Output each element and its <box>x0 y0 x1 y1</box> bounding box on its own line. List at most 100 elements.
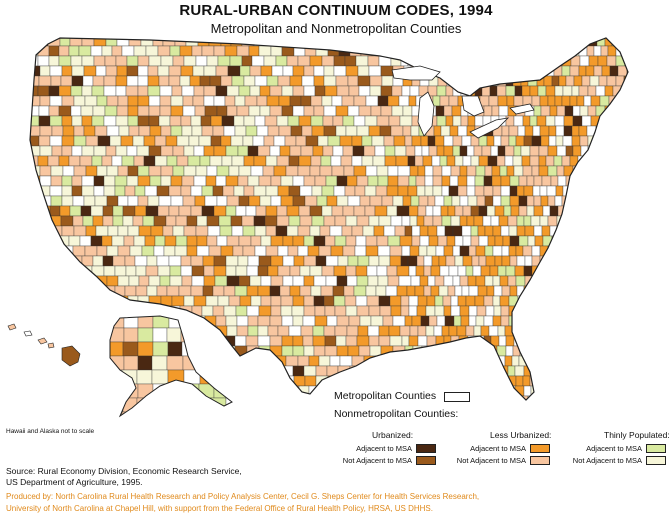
county-cell <box>462 235 472 247</box>
legend-metro-label: Metropolitan Counties <box>334 390 437 402</box>
county-cell <box>202 345 214 357</box>
county-cell <box>149 175 162 187</box>
county-cell <box>588 295 599 307</box>
county-cell <box>621 85 628 97</box>
county-cell <box>331 38 344 47</box>
county-cell <box>136 369 153 385</box>
county-cell <box>452 45 463 57</box>
county-cell <box>203 145 215 157</box>
county-cell <box>172 55 185 67</box>
county-cell <box>225 175 239 187</box>
county-cell <box>467 275 477 287</box>
county-cell <box>432 165 443 177</box>
county-cell <box>49 65 63 77</box>
county-cell <box>545 335 555 347</box>
county-cell <box>530 215 541 227</box>
county-cell <box>195 165 208 177</box>
county-cell <box>93 38 107 47</box>
county-cell <box>62 165 75 177</box>
county-cell <box>299 265 311 277</box>
county-cell <box>211 341 227 357</box>
county-cell <box>195 327 213 343</box>
county-cell <box>607 275 617 287</box>
county-cell <box>275 55 288 67</box>
county-cell <box>627 145 628 157</box>
county-cell <box>629 216 638 226</box>
county-cell <box>90 205 104 217</box>
county-cell <box>30 355 40 367</box>
county-cell <box>588 165 599 177</box>
county-cell <box>302 315 316 327</box>
county-cell <box>220 245 234 257</box>
county-cell <box>81 175 95 187</box>
county-cell <box>526 355 535 367</box>
county-cell <box>492 315 502 327</box>
county-cell <box>624 305 628 317</box>
county-cell <box>447 205 456 217</box>
county-cell <box>171 85 183 97</box>
county-cell <box>443 245 454 257</box>
county-cell <box>297 55 311 67</box>
county-cell <box>508 45 517 57</box>
county-cell <box>539 265 550 277</box>
county-cell <box>329 225 343 237</box>
county-cell <box>50 325 63 337</box>
county-cell <box>493 305 502 317</box>
county-cell <box>561 365 572 377</box>
county-cell <box>316 195 328 207</box>
county-cell <box>509 195 520 207</box>
county-cell <box>387 235 401 247</box>
county-cell <box>112 215 124 227</box>
county-cell <box>552 385 561 397</box>
county-cell <box>522 115 531 127</box>
county-cell <box>157 265 171 277</box>
county-cell <box>524 225 535 237</box>
county-cell <box>441 165 452 177</box>
county-cell <box>471 385 482 397</box>
county-cell <box>117 275 130 287</box>
county-cell <box>354 185 366 197</box>
county-cell <box>503 205 512 217</box>
county-cell <box>137 65 149 77</box>
county-cell <box>365 285 377 297</box>
county-cell <box>147 75 160 87</box>
county-cell <box>39 125 53 137</box>
county-cell <box>450 215 461 227</box>
county-cell <box>555 135 564 147</box>
county-cell <box>81 145 95 157</box>
county-cell <box>228 383 232 399</box>
county-cell <box>457 185 468 197</box>
county-cell <box>182 195 196 207</box>
county-cell <box>537 85 547 97</box>
county-cell <box>333 65 347 77</box>
county-cell <box>137 115 150 127</box>
county-cell <box>72 275 86 287</box>
county-cell <box>505 335 515 347</box>
county-cell <box>470 155 480 167</box>
county-cell <box>59 265 71 277</box>
county-cell <box>498 105 509 117</box>
county-cell <box>521 155 531 167</box>
county-cell <box>598 345 609 357</box>
county-cell <box>594 395 605 400</box>
county-cell <box>241 55 253 67</box>
county-cell <box>30 145 41 157</box>
county-cell <box>533 355 542 367</box>
county-cell <box>620 265 628 277</box>
county-cell <box>222 185 235 197</box>
county-cell <box>143 135 156 147</box>
county-cell <box>554 195 563 207</box>
county-cell <box>59 315 73 327</box>
county-cell <box>524 125 534 137</box>
county-cell <box>547 95 556 107</box>
county-cell <box>414 285 425 297</box>
county-cell <box>539 215 549 227</box>
county-cell <box>450 355 460 367</box>
county-cell <box>496 85 507 97</box>
county-cell <box>592 155 601 167</box>
county-cell <box>603 365 612 377</box>
county-cell <box>426 245 437 257</box>
county-cell <box>62 125 75 137</box>
county-cell <box>313 235 326 247</box>
county-cell <box>216 235 228 247</box>
